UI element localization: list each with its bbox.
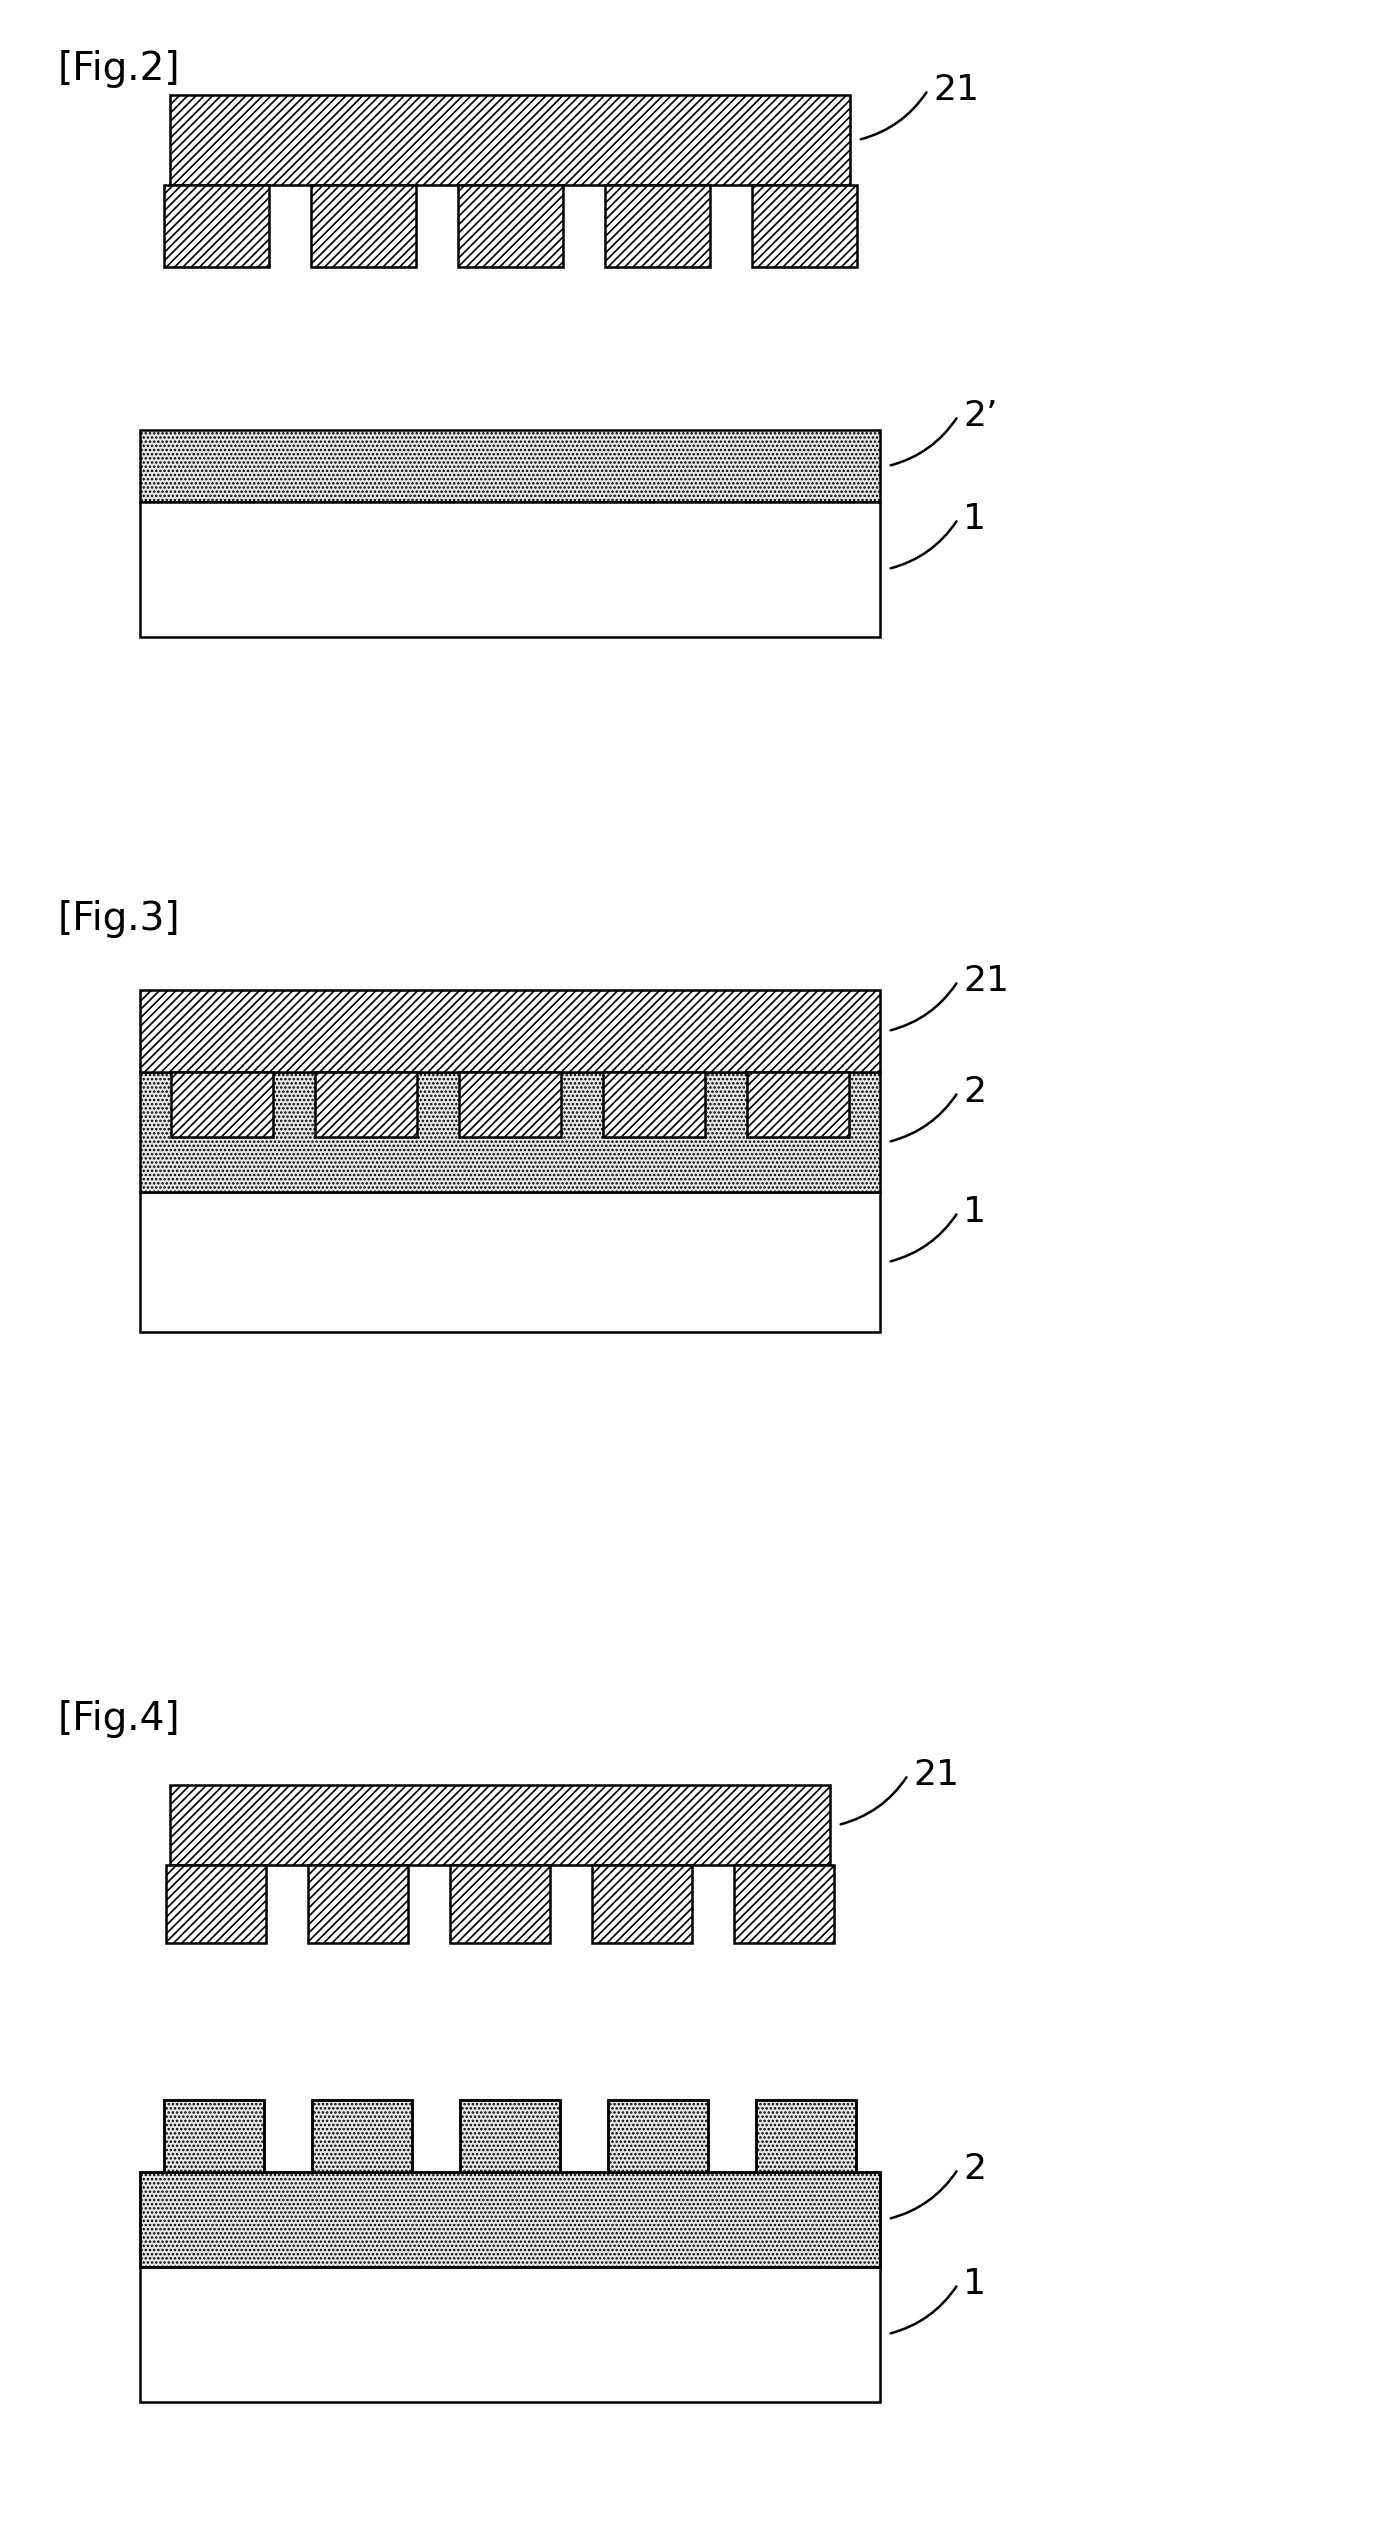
Bar: [460, 2101, 560, 2172]
Bar: [140, 2266, 879, 2403]
Bar: [591, 1864, 692, 1943]
Bar: [734, 1864, 834, 1943]
Bar: [307, 1864, 409, 1943]
Bar: [140, 1073, 879, 1193]
Bar: [756, 2101, 856, 2172]
Bar: [170, 1073, 273, 1137]
Bar: [140, 1193, 879, 1333]
Text: [Fig.4]: [Fig.4]: [58, 1701, 180, 1737]
Text: 21: 21: [963, 964, 1010, 997]
Bar: [457, 186, 562, 267]
Bar: [163, 2101, 265, 2172]
Bar: [458, 1073, 561, 1137]
Text: 1: 1: [963, 2266, 986, 2301]
Bar: [752, 186, 856, 267]
Bar: [604, 186, 709, 267]
Bar: [747, 1073, 849, 1137]
Text: 2: 2: [963, 1076, 986, 1109]
Text: 21: 21: [913, 1757, 958, 1793]
Bar: [140, 989, 879, 1073]
Text: 2’: 2’: [963, 399, 997, 432]
Bar: [312, 2101, 411, 2172]
Text: [Fig.3]: [Fig.3]: [58, 900, 180, 938]
Bar: [450, 1864, 550, 1943]
Bar: [140, 501, 879, 636]
Bar: [602, 1073, 705, 1137]
Text: 2: 2: [963, 2151, 986, 2187]
Text: [Fig.2]: [Fig.2]: [58, 51, 180, 89]
Text: 21: 21: [933, 74, 979, 107]
Bar: [314, 1073, 417, 1137]
Bar: [170, 94, 850, 186]
Bar: [170, 1785, 830, 1864]
Bar: [166, 1864, 266, 1943]
Bar: [163, 186, 269, 267]
Text: 1: 1: [963, 1195, 986, 1228]
Bar: [608, 2101, 708, 2172]
Bar: [140, 2172, 879, 2266]
Text: 1: 1: [963, 501, 986, 537]
Bar: [140, 430, 879, 501]
Bar: [310, 186, 416, 267]
